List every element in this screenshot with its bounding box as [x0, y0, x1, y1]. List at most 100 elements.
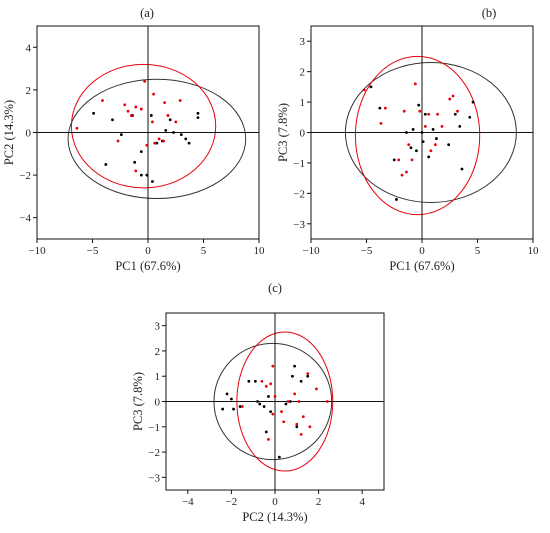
data-point — [429, 149, 433, 153]
data-point — [162, 139, 165, 143]
data-point — [273, 395, 277, 398]
data-point — [172, 131, 175, 134]
data-point — [92, 111, 96, 115]
data-point — [264, 384, 268, 388]
y-tick-label: 0 — [155, 397, 161, 409]
data-point — [451, 94, 455, 98]
data-point — [433, 143, 437, 147]
data-point — [291, 374, 294, 378]
data-point — [155, 141, 159, 145]
data-point — [411, 128, 415, 131]
data-point — [260, 379, 264, 383]
data-point — [139, 150, 143, 154]
data-point — [407, 143, 411, 147]
data-point — [427, 155, 431, 159]
x-tick-label: 0 — [419, 245, 425, 257]
panel-label: (c) — [268, 281, 282, 295]
x-tick-label: 0 — [272, 496, 278, 508]
data-point — [101, 99, 104, 102]
data-point — [306, 374, 310, 378]
data-point — [410, 158, 414, 162]
data-point — [471, 100, 475, 104]
confidence-ellipse — [354, 55, 481, 216]
data-point — [395, 198, 398, 201]
data-point — [139, 173, 143, 177]
y-tick-label: 3 — [155, 321, 161, 333]
y-tick-label: −2 — [293, 188, 305, 200]
y-tick-label: −3 — [148, 472, 160, 484]
data-point — [293, 364, 297, 368]
data-point — [247, 379, 251, 383]
data-point — [288, 400, 292, 403]
data-point — [306, 372, 310, 376]
data-point — [409, 146, 413, 150]
data-point — [325, 400, 329, 403]
data-point — [240, 405, 244, 408]
y-tick-label: −4 — [19, 213, 31, 225]
data-point — [282, 420, 286, 424]
data-point — [163, 101, 167, 105]
x-tick-label: 5 — [201, 245, 207, 257]
data-point — [400, 173, 404, 177]
data-point — [431, 128, 435, 131]
data-point — [221, 407, 225, 411]
data-point — [427, 112, 431, 116]
data-point — [405, 170, 408, 174]
data-point — [196, 111, 200, 115]
data-point — [225, 392, 229, 396]
data-point — [184, 137, 188, 141]
data-point — [119, 133, 123, 137]
y-tick-label: 4 — [26, 42, 32, 54]
data-point — [262, 405, 266, 408]
data-point — [153, 141, 157, 145]
data-point — [297, 400, 301, 403]
x-tick-label: 0 — [145, 245, 151, 257]
y-axis-title: PC3 (7.8%) — [131, 372, 145, 431]
data-point — [166, 114, 170, 117]
data-point — [315, 387, 318, 391]
confidence-ellipse — [67, 78, 247, 200]
data-point — [267, 395, 270, 398]
data-point — [149, 114, 153, 117]
x-tick-label: 10 — [254, 245, 266, 257]
data-point — [379, 121, 383, 125]
data-point — [468, 115, 472, 119]
data-point — [308, 425, 312, 429]
data-point — [134, 169, 138, 173]
y-tick-label: 1 — [155, 371, 161, 383]
data-point — [397, 158, 401, 162]
data-point — [423, 125, 427, 128]
x-axis-title: PC1 (67.6%) — [389, 259, 454, 273]
data-point — [116, 139, 120, 143]
panel-label: (b) — [482, 6, 497, 20]
y-tick-label: −3 — [293, 219, 305, 231]
data-point — [168, 118, 172, 122]
data-point — [435, 137, 438, 140]
x-tick-label: −5 — [361, 245, 373, 257]
y-tick-label: −1 — [293, 158, 305, 170]
data-point — [418, 109, 422, 113]
data-point — [253, 379, 257, 383]
data-point — [423, 112, 427, 116]
data-point — [152, 92, 155, 96]
data-point — [378, 106, 382, 110]
data-point — [129, 114, 133, 117]
data-point — [456, 109, 459, 113]
data-point — [196, 116, 200, 119]
data-point — [299, 432, 303, 436]
data-point — [301, 415, 305, 419]
data-point — [256, 400, 259, 403]
data-point — [417, 103, 421, 107]
confidence-ellipse — [70, 63, 217, 189]
data-point — [230, 397, 233, 401]
y-tick-label: 2 — [26, 85, 32, 97]
x-tick-label: 2 — [316, 496, 322, 508]
data-point — [402, 109, 406, 113]
data-point — [362, 88, 366, 92]
data-point — [269, 382, 273, 386]
data-point — [413, 82, 417, 86]
data-point — [179, 133, 183, 137]
x-axis-title: PC2 (14.3%) — [242, 510, 307, 524]
data-point — [284, 402, 288, 406]
